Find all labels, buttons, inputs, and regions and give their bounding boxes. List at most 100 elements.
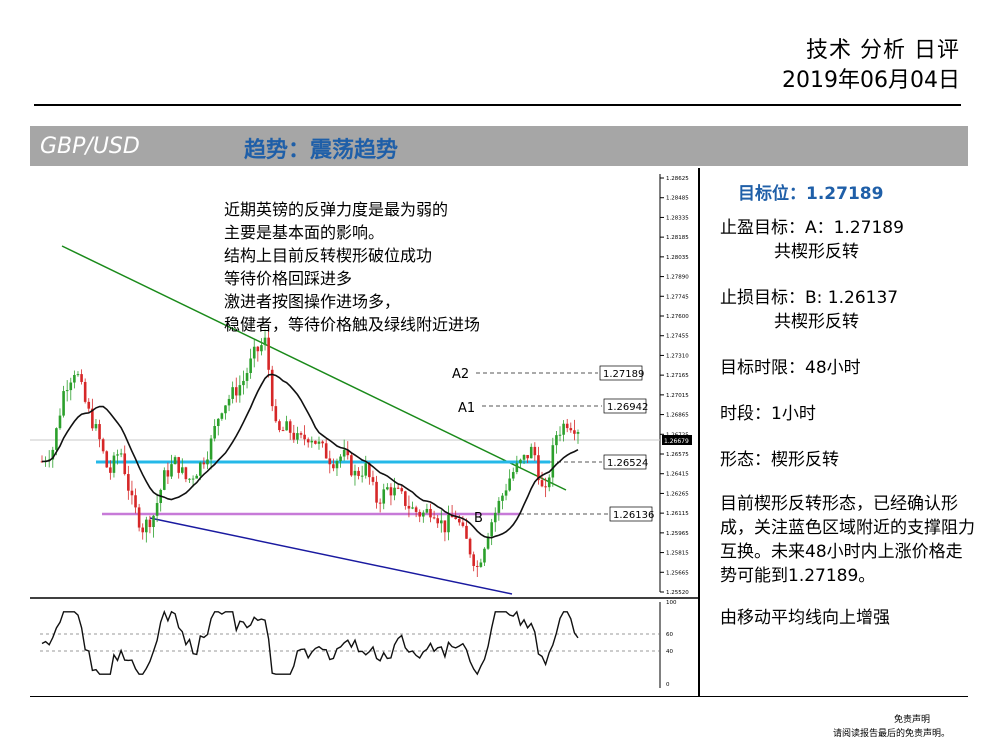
note-line: 激进者按图操作进场多， — [224, 292, 401, 311]
candle-body — [119, 453, 123, 455]
osc-tick-label: 0 — [666, 682, 670, 688]
stop-loss: 止损目标：B: 1.26137 共楔形反转 — [720, 286, 982, 334]
price-tick-label: 1.26115 — [666, 511, 689, 517]
a1-label: A1 — [458, 401, 475, 416]
candle-body — [94, 424, 98, 429]
candle-body — [429, 508, 432, 518]
price-tick-label: 1.28485 — [666, 196, 689, 202]
candle-body — [533, 446, 537, 456]
candle-body — [479, 562, 483, 567]
candle-body — [173, 457, 177, 465]
candle-body — [511, 472, 515, 479]
candle-body — [440, 520, 443, 524]
candle-body — [296, 433, 299, 440]
a2-box — [599, 365, 643, 381]
candle-body — [393, 487, 396, 496]
candle-body — [364, 463, 368, 476]
price-tick-label: 1.27745 — [666, 294, 689, 300]
ma-note: 由移动平均线向上增强 — [720, 608, 890, 628]
candle-body — [155, 503, 159, 516]
candle-body — [209, 438, 213, 460]
candle-body — [112, 455, 116, 473]
candle-body — [357, 470, 360, 476]
stop-loss-label: 止损目标：B: 1.26137 — [720, 288, 899, 308]
take-profit-pattern: 共楔形反转 — [774, 242, 859, 262]
moving-average-line — [41, 373, 579, 539]
candle-body — [346, 449, 350, 456]
candle-body — [407, 505, 411, 509]
note-line: 近期英镑的反弹力度是最为弱的 — [224, 200, 449, 219]
candle-body — [404, 491, 407, 506]
candle-body — [288, 421, 292, 433]
candle-body — [170, 464, 173, 477]
candle-body — [270, 369, 274, 407]
candle-body — [389, 487, 393, 496]
candle-body — [123, 453, 127, 475]
pink-level-box — [609, 506, 653, 522]
candle-body — [51, 449, 55, 460]
candle-body — [73, 374, 76, 383]
candle-body — [166, 470, 170, 477]
report-date: 2019年06月04日 — [782, 68, 960, 93]
candle-body — [558, 434, 562, 436]
time-limit: 目标时限：48小时 — [720, 358, 861, 378]
candle-body — [551, 445, 555, 478]
candle-body — [461, 522, 465, 526]
candle-body — [411, 507, 414, 509]
candle-body — [292, 432, 296, 440]
candle-body — [245, 373, 249, 381]
current-price-label: 1.26679 — [664, 438, 689, 445]
currency-pair: GBP/USD — [40, 134, 140, 159]
price-tick-label: 1.28335 — [666, 215, 689, 221]
candle-body — [80, 374, 83, 382]
candle-body — [555, 435, 558, 446]
candle-body — [396, 487, 400, 489]
candle-body — [447, 514, 450, 533]
candle-body — [468, 538, 472, 555]
price-tick-label: 1.27310 — [666, 353, 689, 359]
candle-body — [335, 461, 339, 469]
candle-body — [65, 390, 69, 392]
summary: 目前楔形反转形态，已经确认形成，关注蓝色区域附近的支撑阻力互换。未来48小时内上… — [720, 494, 975, 586]
price-tick-label: 1.27455 — [666, 334, 689, 340]
candle-body — [303, 434, 306, 440]
a1-box — [603, 398, 647, 414]
candle-body — [69, 382, 73, 391]
candle-body — [191, 478, 195, 480]
candle-body — [565, 423, 569, 429]
candle-body — [278, 421, 281, 431]
candle-body — [98, 424, 101, 440]
candle-body — [317, 441, 321, 444]
candle-body — [109, 467, 112, 473]
price-tick-label: 1.26575 — [666, 452, 689, 458]
candle-body — [375, 481, 378, 503]
candle-body — [184, 467, 188, 480]
price-tick-label: 1.27600 — [666, 314, 689, 320]
candle-body — [418, 511, 422, 517]
chart-svg: 1.28625 1.28485 1.28335 1.28185 1.28035 1.278… — [30, 174, 698, 688]
candle-body — [227, 398, 231, 406]
osc-tick-label: 100 — [666, 600, 677, 606]
note-line: 稳健者，等待价格触及绿线附近进场 — [224, 315, 481, 334]
price-tick-label: 1.25520 — [666, 590, 689, 596]
a1-value: 1.26942 — [607, 402, 648, 413]
analysis-note: 近期英镑的反弹力度是最为弱的 主要是基本面的影响。 结构上目前反转楔形破位成功 … — [224, 198, 480, 336]
candle-body — [55, 428, 58, 450]
candle-body — [386, 487, 389, 490]
candle-body — [328, 458, 332, 465]
candle-body — [522, 454, 526, 460]
candle-body — [137, 507, 141, 528]
candle-body — [576, 432, 580, 434]
candle-body — [127, 474, 130, 491]
candle-body — [152, 515, 155, 528]
candle-body — [526, 454, 529, 459]
candle-body — [62, 391, 65, 416]
candle-body — [493, 512, 497, 523]
candle-body — [342, 449, 346, 457]
candle-body — [537, 455, 540, 481]
candle-body — [281, 430, 285, 432]
candle-body — [242, 380, 245, 386]
candle-body — [360, 475, 364, 477]
candle-body — [490, 522, 493, 537]
candle-body — [213, 426, 216, 439]
